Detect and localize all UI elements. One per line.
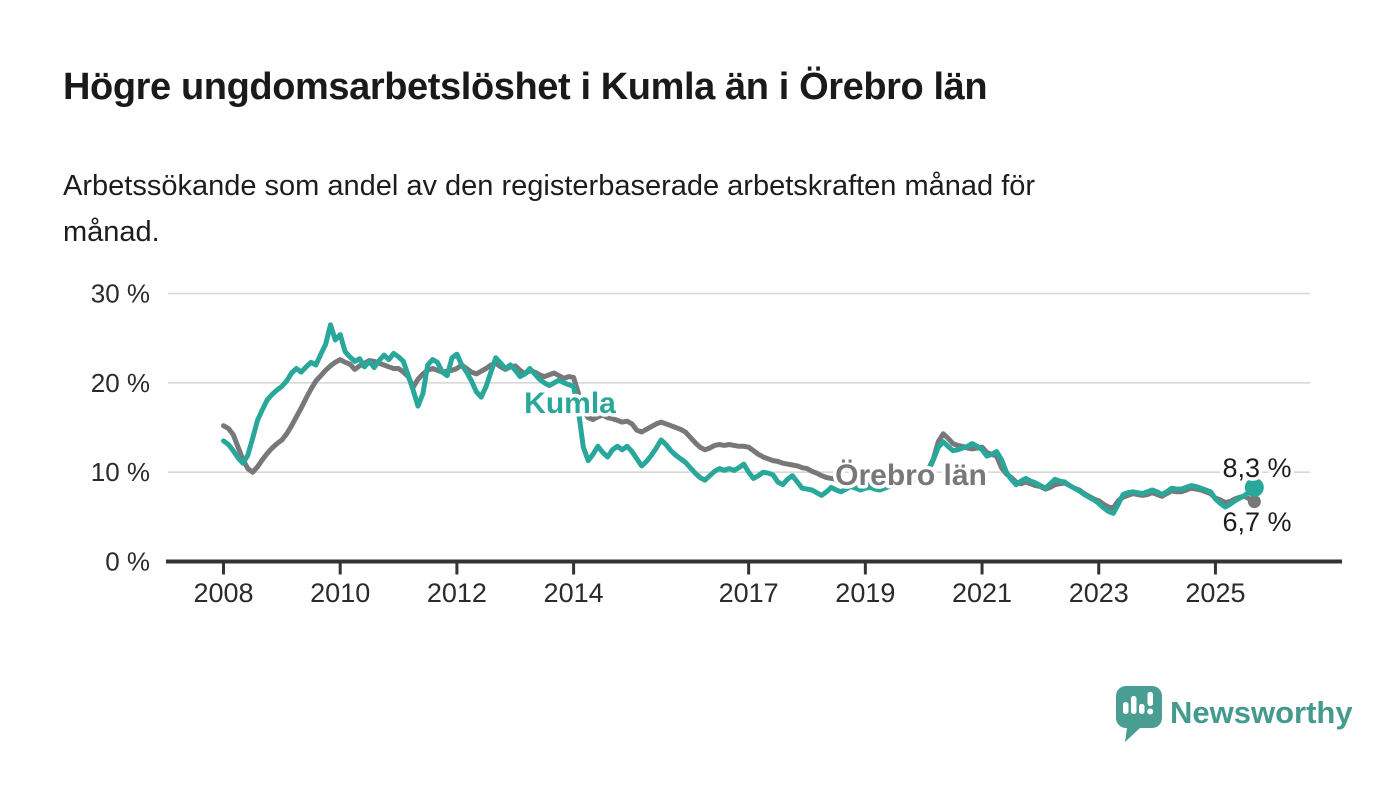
end-dots: [1244, 477, 1264, 509]
x-tick-label: 2019: [835, 578, 895, 608]
series-label-örebro-län: Örebro län: [835, 459, 987, 492]
newsworthy-logo-icon: [1116, 686, 1162, 742]
y-tick-label: 20 %: [91, 368, 150, 398]
end-value-label-kumla: 8,3 %: [1222, 453, 1291, 483]
gridlines: [168, 292, 1310, 473]
logo-exclamation-dot: [1147, 708, 1154, 715]
series-line-örebro-län: [221, 357, 1257, 511]
chart-title: Högre ungdomsarbetslöshet i Kumla än i Ö…: [63, 66, 988, 108]
y-tick-label: 0 %: [105, 547, 150, 577]
x-tick-label: 2023: [1069, 578, 1129, 608]
x-tick-label: 2010: [310, 578, 370, 608]
y-tick-label: 10 %: [91, 457, 150, 487]
end-dot-kumla: [1244, 477, 1264, 497]
y-tick-label: 30 %: [91, 279, 150, 309]
x-tick-label: 2017: [719, 578, 779, 608]
y-axis-labels: 0 % 10 % 20 % 30 %: [91, 279, 150, 577]
series-line-kumla: [221, 322, 1257, 516]
end-value-label-örebro-län: 6,7 %: [1222, 507, 1291, 537]
logo-bar-medium: [1139, 704, 1145, 714]
series-lines: [221, 322, 1257, 516]
end-dot-örebro-län: [1247, 495, 1261, 509]
newsworthy-logo-text: Newsworthy: [1170, 695, 1352, 730]
x-tick-label: 2025: [1185, 578, 1245, 608]
chart-subtitle-line-2: månad.: [63, 216, 160, 248]
x-tick-label: 2021: [952, 578, 1012, 608]
chart-subtitle: Arbetssökande som andel av den registerb…: [63, 163, 1035, 255]
logo-bar-small: [1123, 702, 1129, 714]
x-axis-ticks: 2008 2010 2012 2014 2017 2019 2021 2023 2025: [193, 563, 1245, 608]
x-tick-label: 2008: [193, 578, 253, 608]
series-label-kumla: Kumla: [524, 387, 616, 420]
logo-exclamation-line: [1147, 692, 1153, 706]
x-tick-label: 2012: [427, 578, 487, 608]
newsworthy-logo: Newsworthy: [1116, 686, 1352, 742]
x-tick-label: 2014: [544, 578, 604, 608]
chart-subtitle-line-1: Arbetssökande som andel av den registerb…: [63, 170, 1036, 202]
logo-bar-tall: [1131, 696, 1137, 714]
